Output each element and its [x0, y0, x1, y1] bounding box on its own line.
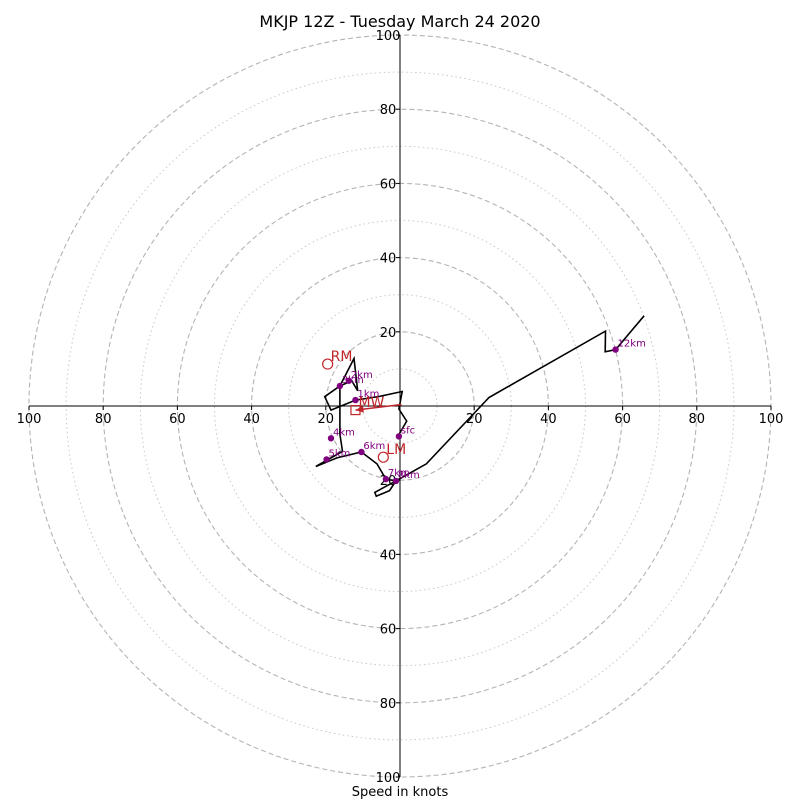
height-marker-8km: [392, 477, 400, 485]
x-tick-label: 80: [95, 412, 112, 427]
y-tick-label: 80: [380, 697, 397, 712]
x-tick-label: 60: [169, 412, 186, 427]
height-label-5km: 5km: [329, 448, 351, 459]
height-marker-5km: [323, 456, 330, 463]
tick-labels: 100 80 60 40 20 20 40 60 80 100100806040202040608…: [17, 29, 784, 786]
rm-marker: [322, 358, 334, 370]
y-tick-label: 60: [380, 177, 397, 192]
rm-label: RM: [331, 349, 353, 365]
chart-title: MKJP 12Z - Tuesday March 24 2020: [259, 12, 540, 31]
height-label-3km: 3km: [342, 375, 364, 386]
y-tick-label: 60: [380, 623, 397, 638]
height-label-8km: 8km: [398, 470, 420, 481]
height-marker-7km: [382, 475, 390, 483]
lm-label: LM: [386, 442, 406, 458]
x-tick-label: 60: [614, 412, 631, 427]
x-tick-label: 20: [318, 412, 335, 427]
height-label-12km: 12km: [618, 339, 646, 350]
x-tick-label: 40: [243, 412, 260, 427]
y-tick-label: 100: [376, 771, 401, 786]
height-marker-12km: [612, 346, 619, 353]
y-tick-label: 40: [380, 252, 397, 267]
height-label-2km: 2km: [351, 370, 373, 381]
height-label-6km: 6km: [363, 441, 385, 452]
x-tick-label: 100: [759, 412, 784, 427]
y-tick-label: 20: [380, 326, 397, 341]
height-label-4km: 4km: [333, 427, 355, 438]
height-label-1km: 1km: [357, 389, 379, 400]
x-tick-label: 40: [540, 412, 557, 427]
height-marker-3km: [336, 382, 344, 390]
lm-marker: [377, 451, 389, 463]
height-marker-2km: [345, 377, 353, 384]
height-label-sfc: sfc: [401, 425, 415, 436]
storm-motion-layer: RM LM MW: [322, 349, 406, 463]
x-tick-label: 20: [466, 412, 483, 427]
mw-marker: [350, 404, 361, 416]
x-axis-label: Speed in knots: [352, 785, 449, 800]
height-marker-6km: [358, 448, 365, 456]
x-tick-label: 100: [17, 412, 42, 427]
mw-label: MW: [358, 395, 384, 411]
y-tick-label: 100: [376, 29, 401, 44]
height-label-7km: 7km: [388, 468, 410, 479]
y-tick-label: 80: [380, 103, 397, 118]
x-tick-label: 80: [689, 412, 706, 427]
y-tick-label: 40: [380, 548, 397, 563]
height-marker-4km: [327, 435, 335, 442]
height-marker-sfc: [395, 433, 403, 440]
height-marker-1km: [352, 396, 359, 404]
